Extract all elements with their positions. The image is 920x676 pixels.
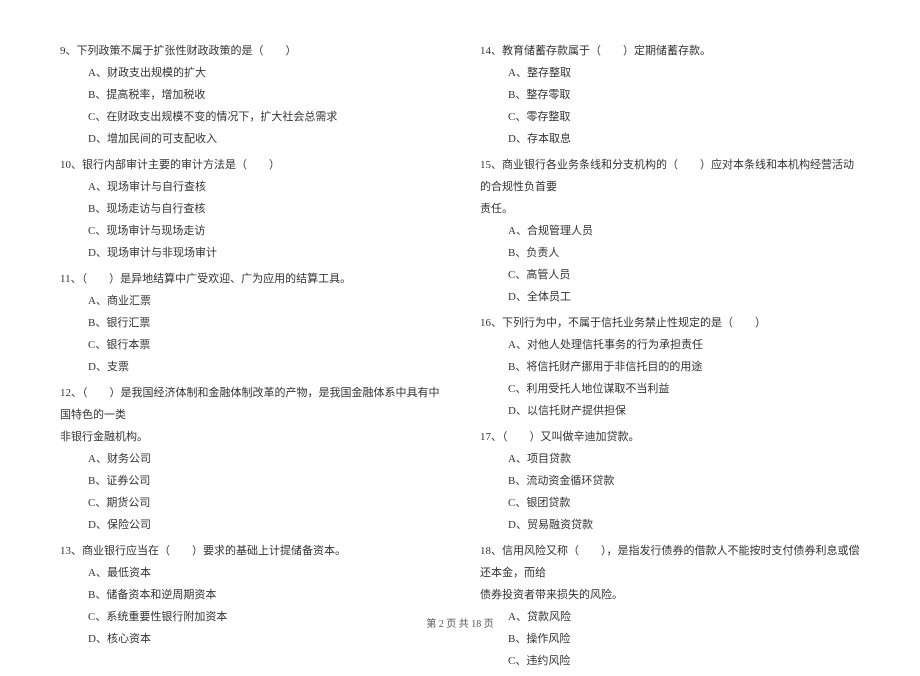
question-16: 16、下列行为中，不属于信托业务禁止性规定的是（ ） A、对他人处理信托事务的行…: [480, 312, 860, 422]
question-text: 9、下列政策不属于扩张性财政政策的是（ ）: [60, 40, 440, 62]
question-15: 15、商业银行各业务条线和分支机构的（ ）应对本条线和本机构经营活动的合规性负首…: [480, 154, 860, 308]
question-text: 17、（ ）又叫做辛迪加贷款。: [480, 426, 860, 448]
question-9: 9、下列政策不属于扩张性财政政策的是（ ） A、财政支出规模的扩大 B、提高税率…: [60, 40, 440, 150]
left-column: 9、下列政策不属于扩张性财政政策的是（ ） A、财政支出规模的扩大 B、提高税率…: [60, 40, 440, 676]
option-a: A、财政支出规模的扩大: [60, 62, 440, 84]
option-d: D、保险公司: [60, 514, 440, 536]
option-d: D、全体员工: [480, 286, 860, 308]
option-b: B、现场走访与自行查核: [60, 198, 440, 220]
option-b: B、整存零取: [480, 84, 860, 106]
question-continuation: 债券投资者带来损失的风险。: [480, 589, 623, 601]
question-text: 11、（ ）是异地结算中广受欢迎、广为应用的结算工具。: [60, 268, 440, 290]
question-text: 12、（ ）是我国经济体制和金融体制改革的产物，是我国金融体系中具有中国特色的一…: [60, 382, 440, 426]
option-b: B、操作风险: [480, 628, 860, 650]
option-a: A、项目贷款: [480, 448, 860, 470]
question-text: 16、下列行为中，不属于信托业务禁止性规定的是（ ）: [480, 312, 860, 334]
option-a: A、对他人处理信托事务的行为承担责任: [480, 334, 860, 356]
option-c: C、银行本票: [60, 334, 440, 356]
option-d: D、现场审计与非现场审计: [60, 242, 440, 264]
question-11: 11、（ ）是异地结算中广受欢迎、广为应用的结算工具。 A、商业汇票 B、银行汇…: [60, 268, 440, 378]
option-c: C、现场审计与现场走访: [60, 220, 440, 242]
option-a: A、最低资本: [60, 562, 440, 584]
option-b: B、储备资本和逆周期资本: [60, 584, 440, 606]
option-b: B、证券公司: [60, 470, 440, 492]
question-text: 15、商业银行各业务条线和分支机构的（ ）应对本条线和本机构经营活动的合规性负首…: [480, 154, 860, 198]
question-18: 18、信用风险又称（ ），是指发行债券的借款人不能按时支付债券利息或偿还本金，而…: [480, 540, 860, 672]
option-a: A、现场审计与自行查核: [60, 176, 440, 198]
option-c: C、零存整取: [480, 106, 860, 128]
question-13: 13、商业银行应当在（ ）要求的基础上计提储备资本。 A、最低资本 B、储备资本…: [60, 540, 440, 650]
question-continuation: 非银行金融机构。: [60, 431, 148, 443]
option-d: D、贸易融资贷款: [480, 514, 860, 536]
option-c: C、期货公司: [60, 492, 440, 514]
question-text: 18、信用风险又称（ ），是指发行债券的借款人不能按时支付债券利息或偿还本金，而…: [480, 540, 860, 584]
option-d: D、增加民间的可支配收入: [60, 128, 440, 150]
option-c: C、在财政支出规模不变的情况下，扩大社会总需求: [60, 106, 440, 128]
question-text: 10、银行内部审计主要的审计方法是（ ）: [60, 154, 440, 176]
question-text: 13、商业银行应当在（ ）要求的基础上计提储备资本。: [60, 540, 440, 562]
option-d: D、核心资本: [60, 628, 440, 650]
two-column-layout: 9、下列政策不属于扩张性财政政策的是（ ） A、财政支出规模的扩大 B、提高税率…: [60, 40, 860, 676]
question-12: 12、（ ）是我国经济体制和金融体制改革的产物，是我国金融体系中具有中国特色的一…: [60, 382, 440, 536]
option-c: C、违约风险: [480, 650, 860, 672]
question-continuation: 责任。: [480, 203, 513, 215]
option-b: B、流动资金循环贷款: [480, 470, 860, 492]
option-b: B、负责人: [480, 242, 860, 264]
option-a: A、财务公司: [60, 448, 440, 470]
option-c: C、利用受托人地位谋取不当利益: [480, 378, 860, 400]
option-b: B、提高税率，增加税收: [60, 84, 440, 106]
right-column: 14、教育储蓄存款属于（ ）定期储蓄存款。 A、整存整取 B、整存零取 C、零存…: [480, 40, 860, 676]
option-d: D、以信托财产提供担保: [480, 400, 860, 422]
option-b: B、将信托财产挪用于非信托目的的用途: [480, 356, 860, 378]
option-d: D、存本取息: [480, 128, 860, 150]
question-14: 14、教育储蓄存款属于（ ）定期储蓄存款。 A、整存整取 B、整存零取 C、零存…: [480, 40, 860, 150]
option-a: A、合规管理人员: [480, 220, 860, 242]
page-footer: 第 2 页 共 18 页: [0, 615, 920, 630]
option-a: A、商业汇票: [60, 290, 440, 312]
option-c: C、高管人员: [480, 264, 860, 286]
option-a: A、整存整取: [480, 62, 860, 84]
question-text: 14、教育储蓄存款属于（ ）定期储蓄存款。: [480, 40, 860, 62]
question-17: 17、（ ）又叫做辛迪加贷款。 A、项目贷款 B、流动资金循环贷款 C、银团贷款…: [480, 426, 860, 536]
option-d: D、支票: [60, 356, 440, 378]
question-10: 10、银行内部审计主要的审计方法是（ ） A、现场审计与自行查核 B、现场走访与…: [60, 154, 440, 264]
option-c: C、银团贷款: [480, 492, 860, 514]
option-b: B、银行汇票: [60, 312, 440, 334]
